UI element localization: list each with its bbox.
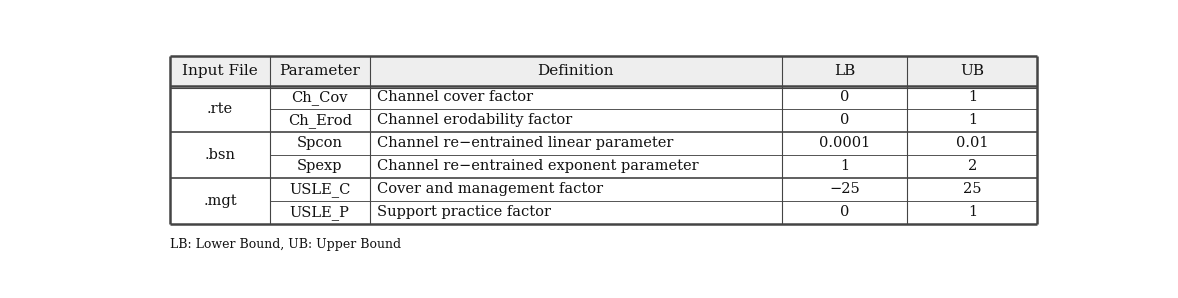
Text: 0: 0 bbox=[840, 90, 849, 104]
Text: 1: 1 bbox=[968, 113, 977, 127]
Text: UB: UB bbox=[960, 64, 985, 78]
Bar bbox=[170, 56, 1038, 86]
Text: LB: Lower Bound, UB: Upper Bound: LB: Lower Bound, UB: Upper Bound bbox=[170, 238, 402, 251]
Text: Ch_Cov: Ch_Cov bbox=[291, 90, 348, 105]
Text: Definition: Definition bbox=[537, 64, 614, 78]
Text: 25: 25 bbox=[964, 182, 981, 196]
Text: 1: 1 bbox=[968, 205, 977, 219]
Text: Channel cover factor: Channel cover factor bbox=[377, 90, 532, 104]
Text: 1: 1 bbox=[968, 90, 977, 104]
Text: Ch_Erod: Ch_Erod bbox=[287, 113, 352, 128]
Text: Input File: Input File bbox=[183, 64, 258, 78]
Text: LB: LB bbox=[834, 64, 855, 78]
Text: .rte: .rte bbox=[207, 102, 233, 116]
Text: .mgt: .mgt bbox=[203, 194, 237, 208]
Text: USLE_P: USLE_P bbox=[290, 205, 350, 220]
Text: Parameter: Parameter bbox=[279, 64, 360, 78]
Text: 0: 0 bbox=[840, 113, 849, 127]
Text: Cover and management factor: Cover and management factor bbox=[377, 182, 603, 196]
Text: Spcon: Spcon bbox=[297, 136, 343, 150]
Text: Support practice factor: Support practice factor bbox=[377, 205, 551, 219]
Text: USLE_C: USLE_C bbox=[289, 182, 350, 197]
Text: 1: 1 bbox=[840, 159, 849, 173]
Text: Channel re−entrained exponent parameter: Channel re−entrained exponent parameter bbox=[377, 159, 699, 173]
Text: .bsn: .bsn bbox=[205, 148, 236, 162]
Text: Channel re−entrained linear parameter: Channel re−entrained linear parameter bbox=[377, 136, 674, 150]
Text: 0.0001: 0.0001 bbox=[819, 136, 871, 150]
Text: 0: 0 bbox=[840, 205, 849, 219]
Text: Channel erodability factor: Channel erodability factor bbox=[377, 113, 573, 127]
Text: 2: 2 bbox=[967, 159, 977, 173]
Text: Spexp: Spexp bbox=[297, 159, 343, 173]
Text: 0.01: 0.01 bbox=[957, 136, 988, 150]
Text: −25: −25 bbox=[829, 182, 860, 196]
